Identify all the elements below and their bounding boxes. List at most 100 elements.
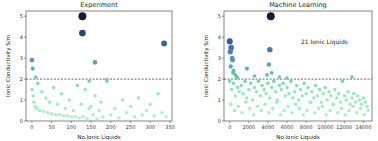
point — [249, 82, 252, 85]
point — [306, 86, 309, 89]
point — [317, 107, 320, 110]
point — [121, 98, 124, 101]
point — [233, 109, 236, 112]
point — [36, 82, 39, 85]
point — [356, 94, 359, 97]
point — [268, 96, 271, 99]
threshold-line — [26, 79, 172, 80]
point — [117, 116, 120, 119]
y-tick-label: 4 — [218, 34, 221, 40]
y-tick-label: 1 — [218, 97, 221, 103]
point — [316, 94, 319, 97]
point — [264, 92, 267, 95]
y-tick — [24, 58, 26, 59]
point — [236, 86, 239, 89]
point — [153, 114, 156, 117]
point — [359, 107, 362, 110]
figure: Experiment050100150200250300350012345No.… — [0, 0, 378, 141]
point — [345, 98, 348, 101]
point — [259, 94, 262, 97]
point — [228, 49, 233, 54]
point — [267, 111, 270, 114]
point — [164, 115, 167, 118]
point — [46, 111, 49, 114]
point — [125, 111, 128, 114]
point — [40, 90, 43, 93]
point — [89, 105, 92, 108]
point — [56, 103, 59, 106]
point — [267, 12, 275, 20]
point — [282, 82, 285, 85]
point — [337, 92, 340, 95]
x-tick-label: 0 — [30, 124, 33, 130]
point — [161, 41, 167, 47]
point — [263, 103, 266, 106]
point — [82, 115, 85, 118]
point — [280, 88, 283, 91]
point — [274, 90, 277, 93]
point — [93, 94, 96, 97]
point — [283, 94, 286, 97]
point — [358, 98, 361, 101]
point — [229, 64, 233, 68]
point — [267, 47, 273, 53]
point — [301, 94, 304, 97]
y-tick — [24, 37, 26, 38]
point — [275, 100, 278, 103]
point — [243, 79, 246, 82]
point — [230, 88, 233, 91]
point — [366, 109, 369, 112]
point — [256, 105, 259, 108]
x-axis-label: No.Ionic Liquids — [276, 134, 319, 141]
point — [289, 79, 292, 82]
x-tick-label: 50 — [48, 124, 54, 130]
point — [285, 76, 288, 79]
point — [97, 109, 100, 112]
y-tick-label: 4 — [20, 34, 23, 40]
y-tick — [222, 79, 224, 80]
point — [42, 110, 45, 113]
point — [271, 107, 274, 110]
x-tick-label: 150 — [86, 124, 96, 130]
point — [320, 100, 323, 103]
point — [234, 94, 237, 97]
point — [324, 113, 327, 116]
point — [309, 100, 312, 103]
point — [245, 67, 249, 71]
point — [314, 84, 317, 87]
point — [324, 86, 327, 89]
x-tick-label: 6000 — [281, 124, 294, 130]
y-tick — [222, 37, 224, 38]
point — [267, 62, 271, 66]
y-axis-label: Ionic Conductivity S/m — [5, 35, 12, 97]
y-tick — [24, 79, 26, 80]
x-axis-label: No.Ionic Liquids — [77, 134, 120, 141]
point — [91, 113, 94, 116]
point — [105, 77, 108, 80]
point — [64, 107, 67, 110]
x-tick-label: 4000 — [262, 124, 275, 130]
point — [44, 96, 47, 99]
point — [244, 100, 247, 103]
point — [290, 111, 293, 114]
point — [312, 96, 315, 99]
point — [295, 84, 298, 87]
y-tick — [24, 16, 26, 17]
y-axis-label: Ionic Conductivity S/m — [203, 35, 210, 97]
point — [366, 105, 369, 108]
point — [278, 75, 282, 79]
point — [287, 92, 290, 95]
point — [299, 88, 302, 91]
point — [34, 75, 38, 79]
y-tick-label: 2 — [218, 76, 221, 82]
point — [325, 98, 328, 101]
point — [351, 105, 354, 108]
y-tick-label: 3 — [218, 55, 221, 61]
point — [286, 105, 289, 108]
y-tick — [24, 100, 26, 101]
point — [230, 56, 235, 61]
point — [282, 109, 285, 112]
point — [54, 113, 57, 116]
point — [78, 12, 86, 20]
y-tick-label: 5 — [218, 13, 221, 19]
